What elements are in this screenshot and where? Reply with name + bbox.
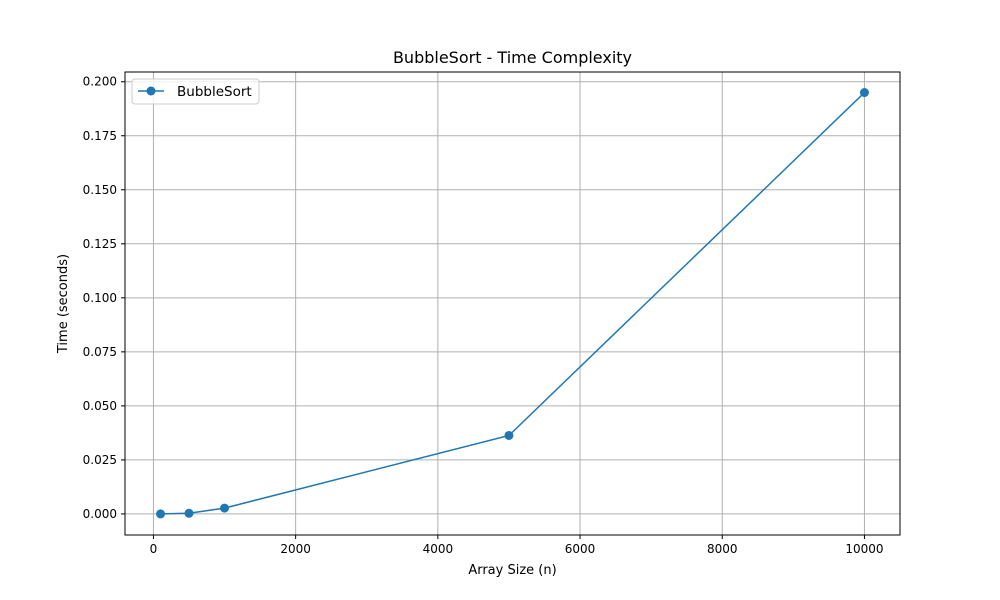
x-tick-label: 2000 — [280, 542, 311, 556]
grid-lines — [125, 72, 900, 535]
data-point — [504, 430, 514, 440]
data-point — [220, 503, 230, 513]
series-layer — [156, 88, 869, 519]
x-tick-label: 8000 — [707, 542, 738, 556]
legend: BubbleSort — [131, 78, 260, 105]
data-point — [859, 88, 869, 98]
x-tick-label: 4000 — [423, 542, 454, 556]
x-axis-ticks: 0 2000 4000 6000 8000 10000 — [150, 535, 884, 556]
plot-area — [125, 72, 900, 535]
data-point — [156, 509, 166, 519]
y-tick-label: 0.175 — [83, 129, 117, 143]
legend-box — [131, 78, 260, 105]
y-tick-label: 0.100 — [83, 291, 117, 305]
y-tick-label: 0.025 — [83, 453, 117, 467]
y-tick-label: 0.125 — [83, 237, 117, 251]
x-axis-label: Array Size (n) — [468, 563, 556, 578]
legend-label-bubblesort: BubbleSort — [177, 84, 252, 100]
y-tick-label: 0.200 — [83, 75, 117, 89]
y-axis-label: Time (seconds) — [56, 254, 71, 354]
x-tick-label: 6000 — [565, 542, 596, 556]
y-tick-label: 0.150 — [83, 183, 117, 197]
plot-frame — [124, 71, 901, 536]
data-point — [184, 508, 194, 518]
chart-title: BubbleSort - Time Complexity — [393, 48, 632, 67]
y-tick-label: 0.050 — [83, 399, 117, 413]
legend-marker-swatch — [146, 86, 156, 96]
x-tick-label: 0 — [150, 542, 158, 556]
y-tick-label: 0.075 — [83, 345, 117, 359]
x-tick-label: 10000 — [845, 542, 883, 556]
y-axis-ticks: 0.000 0.025 0.050 0.075 0.100 0.125 0.150 0.175… — [83, 75, 125, 521]
y-tick-label: 0.000 — [83, 507, 117, 521]
